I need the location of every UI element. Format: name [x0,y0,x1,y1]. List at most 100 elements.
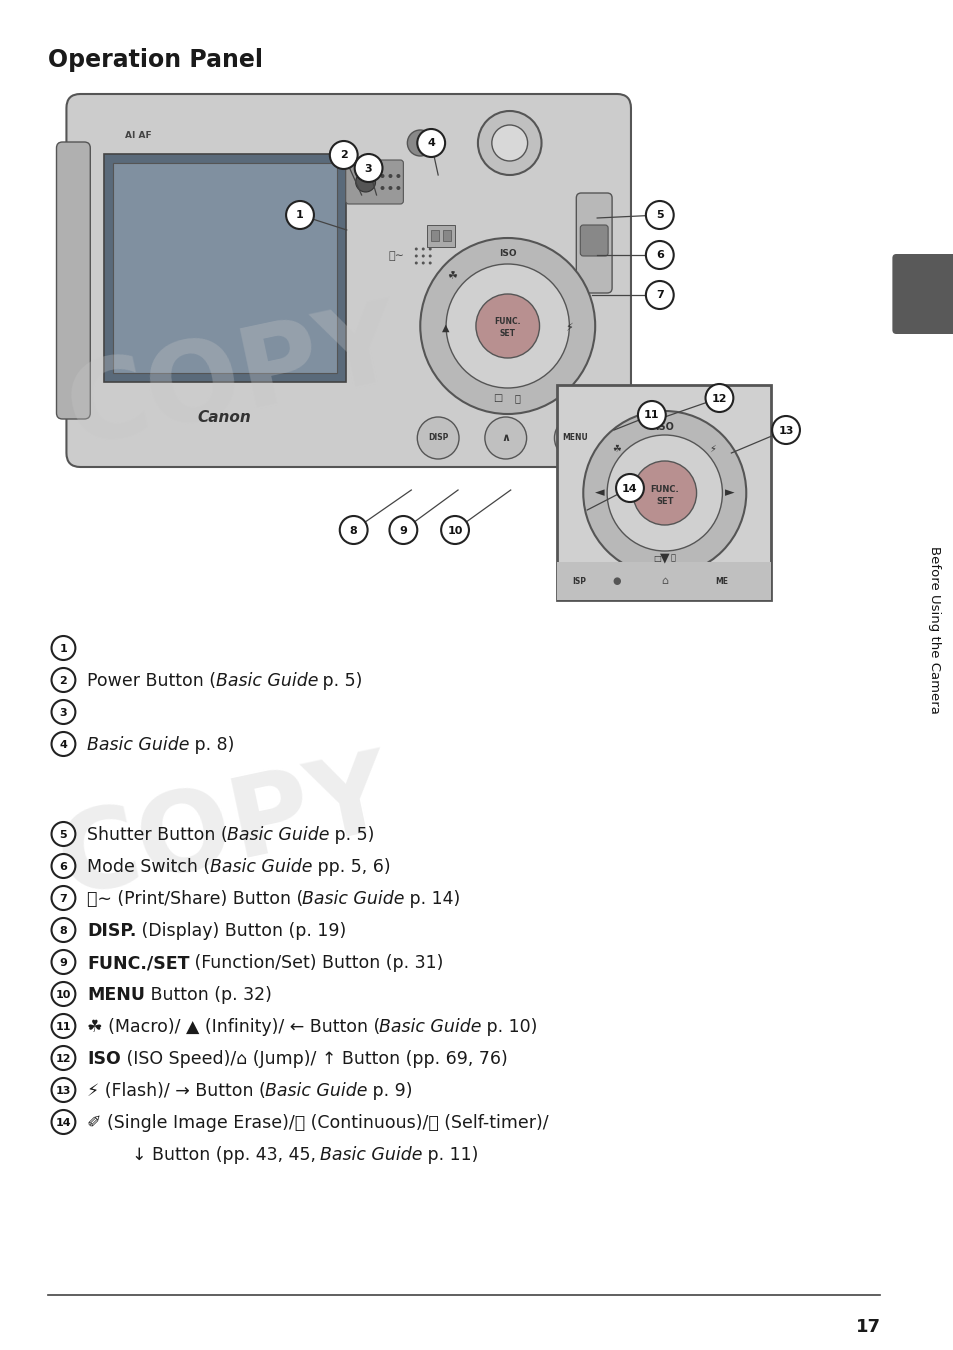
Circle shape [420,238,595,414]
FancyBboxPatch shape [891,254,953,333]
Circle shape [396,186,400,190]
Text: 11: 11 [55,1022,71,1031]
Text: 12: 12 [711,393,726,404]
Text: Canon: Canon [197,410,251,425]
Text: Basic Guide: Basic Guide [320,1146,422,1164]
FancyBboxPatch shape [442,230,451,242]
Text: (ISO Speed)/⌂ (Jump)/ ↑ Button (pp. 69, 76): (ISO Speed)/⌂ (Jump)/ ↑ Button (pp. 69, … [121,1050,507,1068]
Text: ME: ME [714,576,727,586]
Text: 6: 6 [655,251,663,261]
Text: Mode Switch (: Mode Switch ( [88,859,211,876]
Text: 1: 1 [295,211,304,220]
Text: Basic Guide: Basic Guide [210,859,312,876]
Circle shape [51,822,75,846]
Text: (Display) Button (p. 19): (Display) Button (p. 19) [136,922,346,940]
FancyBboxPatch shape [67,95,630,467]
FancyBboxPatch shape [427,225,455,247]
Text: □: □ [493,393,502,404]
Text: ISO: ISO [498,250,516,258]
Circle shape [705,383,733,412]
Circle shape [396,174,400,178]
Circle shape [380,174,384,178]
Text: ISP: ISP [572,576,586,586]
Text: p. 5): p. 5) [317,672,362,690]
Text: 4: 4 [59,740,68,749]
Circle shape [477,111,541,176]
Text: ISO: ISO [88,1050,121,1068]
Text: ►: ► [724,486,734,500]
Circle shape [330,140,357,169]
FancyBboxPatch shape [431,230,438,242]
Circle shape [638,401,665,429]
Text: ⏰: ⏰ [515,393,520,404]
Circle shape [771,416,800,444]
Circle shape [492,126,527,161]
Text: ∧: ∧ [500,433,510,443]
Circle shape [388,174,392,178]
Circle shape [415,247,417,251]
Text: ☘: ☘ [447,271,456,281]
Text: COPY: COPY [58,293,411,467]
Circle shape [632,460,696,525]
Text: COPY: COPY [48,743,400,918]
Text: SET: SET [656,497,673,505]
Circle shape [51,732,75,756]
Text: 11: 11 [643,410,659,420]
Circle shape [339,516,367,544]
Circle shape [407,130,433,157]
Circle shape [446,265,569,387]
FancyBboxPatch shape [579,225,607,256]
Text: Basic Guide: Basic Guide [88,736,190,755]
Circle shape [428,255,432,258]
Text: 2: 2 [339,150,347,161]
Text: Button (p. 32): Button (p. 32) [145,986,272,1004]
Text: ⌂: ⌂ [660,576,668,586]
Text: 9: 9 [59,957,68,968]
Text: Shutter Button (: Shutter Button ( [88,826,228,844]
Circle shape [388,186,392,190]
Circle shape [51,950,75,973]
Text: FUNC./SET: FUNC./SET [88,954,190,972]
Circle shape [476,294,539,358]
Text: 13: 13 [55,1085,71,1095]
Text: SET: SET [499,328,516,338]
Text: DISP.: DISP. [88,922,136,940]
Circle shape [616,474,643,502]
Circle shape [415,262,417,265]
Text: ⏰: ⏰ [670,554,675,563]
Text: 7: 7 [59,894,68,903]
Text: p. 9): p. 9) [367,1081,412,1100]
Text: ✐ (Single Image Erase)/⎓ (Continuous)/⏰ (Self-timer)/: ✐ (Single Image Erase)/⎓ (Continuous)/⏰ … [88,1114,548,1133]
Text: □: □ [652,554,660,563]
Circle shape [428,262,432,265]
Text: pp. 5, 6): pp. 5, 6) [312,859,390,876]
Circle shape [286,201,314,230]
Circle shape [606,435,721,551]
Text: 14: 14 [55,1118,71,1127]
Text: ◄: ◄ [595,486,604,500]
Text: AI AF: AI AF [125,131,152,140]
Text: p. 5): p. 5) [329,826,374,844]
Circle shape [434,136,441,144]
FancyBboxPatch shape [345,161,403,204]
Circle shape [421,247,424,251]
Text: 5: 5 [60,829,68,840]
Text: 14: 14 [621,483,638,494]
Text: Basic Guide: Basic Guide [265,1081,367,1100]
Circle shape [416,130,445,157]
Circle shape [51,1079,75,1102]
Circle shape [51,1046,75,1071]
Text: p. 8): p. 8) [189,736,234,755]
Text: 17: 17 [855,1318,880,1336]
Text: p. 14): p. 14) [404,890,460,909]
Text: p. 11): p. 11) [422,1146,478,1164]
Text: MENU: MENU [562,433,588,443]
Text: Before Using the Camera: Before Using the Camera [926,545,940,714]
FancyBboxPatch shape [56,142,91,418]
Text: 7: 7 [656,290,663,301]
Text: 10: 10 [447,525,462,536]
Text: 8: 8 [59,926,68,936]
Text: 4: 4 [427,139,435,148]
Circle shape [484,417,526,459]
Circle shape [415,255,417,258]
